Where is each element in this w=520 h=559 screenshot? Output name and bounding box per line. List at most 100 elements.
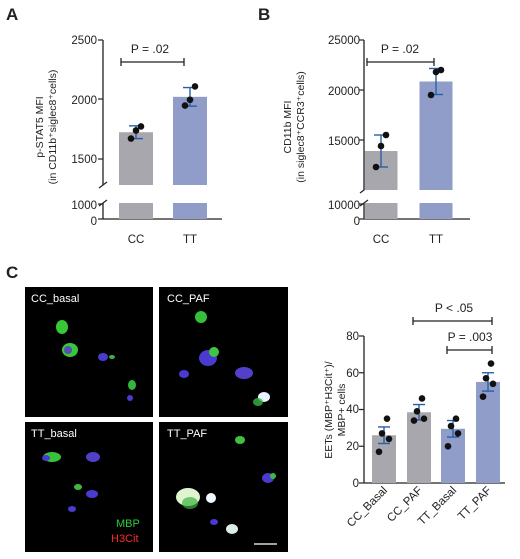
data-point-tt-paf	[489, 380, 497, 388]
cell	[56, 320, 68, 334]
cell	[74, 484, 82, 490]
cell	[235, 367, 253, 379]
bar-lower-cc	[119, 203, 153, 219]
cell	[98, 353, 108, 361]
bar-cc-paf	[407, 412, 431, 483]
data-point-cc	[132, 127, 140, 134]
chart-b-ytick-20000: 20000	[328, 86, 360, 98]
data-point-cc	[127, 135, 135, 142]
data-point-cc-paf	[418, 395, 426, 402]
data-point-tt-paf	[482, 374, 490, 382]
chart-a-ylabel-1: p-STAT5 MFI	[34, 96, 46, 157]
stain-label-mbp: MBP	[116, 518, 140, 530]
data-point-cc-basal	[383, 415, 391, 422]
data-point-tt-basal	[454, 430, 462, 437]
cell	[270, 473, 276, 479]
panel-letter-a: A	[6, 5, 18, 24]
cell	[209, 347, 219, 357]
cell	[195, 311, 207, 323]
chart-a: p-STAT5 MFI (in CD11b⁺siglec8⁺cells) P =…	[34, 35, 222, 246]
micrograph-grid: CC_basal CC_PAF TT_basal TT_PAF MBP H3Ci…	[25, 287, 288, 552]
data-point-cc-paf	[420, 415, 428, 422]
chart-a-ytick-1000: 1000	[71, 200, 97, 212]
micrograph-tt-basal	[25, 422, 153, 552]
data-point-cc	[372, 163, 380, 171]
bar-tt	[173, 96, 207, 185]
data-point-tt	[427, 91, 435, 99]
bar-lower-tt	[419, 203, 453, 219]
bar-lower-cc	[364, 203, 398, 219]
data-point-tt-paf	[479, 393, 487, 400]
data-point-cc-paf	[413, 408, 421, 415]
bar-tt-basal	[441, 428, 465, 483]
chart-b-ytick-10000: 10000	[328, 200, 360, 212]
cell	[210, 519, 218, 525]
chart-b-ytick-0: 0	[354, 216, 360, 228]
data-point-tt	[181, 102, 189, 109]
data-point-cc	[377, 142, 385, 150]
chart-c-ytick-60: 60	[346, 368, 359, 380]
data-point-cc-paf	[410, 417, 418, 424]
chart-a-ytick-1500: 1500	[71, 154, 97, 166]
cells-cc-paf	[179, 311, 270, 406]
cell	[226, 524, 238, 534]
chart-c-ytick-0: 0	[353, 478, 359, 490]
chart-b-ylabel-1: CD11b MFI	[282, 101, 294, 154]
chart-c-ytick-20: 20	[346, 441, 359, 453]
cell	[68, 506, 76, 512]
cells-cc-basal	[56, 320, 136, 401]
data-point-tt	[191, 83, 199, 90]
chart-a-xtick-tt: TT	[183, 234, 197, 246]
data-point-tt	[432, 68, 440, 76]
data-point-cc-basal	[385, 435, 393, 443]
chart-a-pvalue: P = .02	[131, 42, 169, 56]
cell	[127, 395, 133, 401]
data-point-cc	[137, 123, 145, 130]
data-point-cc	[382, 131, 390, 139]
chart-c-ytick-80: 80	[346, 331, 359, 343]
chart-b-ytick-15000: 15000	[328, 136, 360, 148]
micrograph-tt-paf	[159, 422, 288, 552]
chart-a-xtick-cc: CC	[128, 234, 145, 246]
chart-a-ylabel-2: (in CD11b⁺siglec8⁺cells)	[47, 70, 59, 185]
chart-c-pvalue-2: P = .003	[448, 330, 493, 344]
data-point-tt-basal	[444, 442, 452, 450]
chart-c-ytick-40: 40	[346, 404, 359, 416]
bar-cc	[119, 132, 153, 185]
chart-c-pvalue-1: P < .05	[435, 301, 473, 315]
micrograph-label-tt-paf: TT_PAF	[167, 428, 207, 440]
chart-b-ytick-25000: 25000	[328, 35, 360, 47]
data-point-cc-basal	[375, 448, 383, 456]
panel-letter-c: C	[6, 263, 18, 282]
chart-a-ytick-2000: 2000	[71, 95, 97, 107]
micrograph-cc-basal	[25, 287, 153, 417]
chart-a-ytick-2500: 2500	[71, 35, 97, 47]
data-point-tt-paf	[487, 360, 495, 367]
bar-tt-paf	[476, 381, 500, 483]
data-point-tt	[437, 66, 445, 74]
bar-tt	[419, 81, 453, 190]
micrograph-label-tt-basal: TT_basal	[31, 428, 77, 440]
chart-b-pvalue: P = .02	[381, 42, 419, 56]
cell	[235, 436, 245, 444]
data-point-tt	[186, 96, 194, 104]
cell	[206, 493, 216, 503]
axis-break-mark	[98, 181, 108, 189]
cell	[86, 490, 98, 498]
chart-c-xtick-cc-basal: CC_Basal	[345, 485, 390, 530]
micrograph-label-cc-basal: CC_basal	[31, 293, 79, 305]
bar-lower-tt	[173, 203, 207, 219]
cell-nucleus	[64, 346, 72, 354]
axis-break-mark	[359, 199, 369, 207]
cells-tt-basal	[42, 452, 100, 512]
chart-c-ylabel-1: EETs (MBP⁺H3Cit⁺)/	[323, 361, 335, 459]
chart-a-ytick-0: 0	[91, 216, 97, 228]
chart-c-ylabel-2: MBP+ cells	[336, 384, 348, 437]
chart-b: CD11b MFI (in siglec8⁺CCR3⁺cells) P = .0…	[282, 35, 470, 246]
chart-c: EETs (MBP⁺H3Cit⁺)/ MBP+ cells P < .05 P …	[323, 301, 505, 530]
cell	[182, 497, 198, 509]
chart-b-xtick-tt: TT	[429, 234, 443, 246]
cell	[253, 398, 263, 406]
cell	[179, 370, 189, 378]
